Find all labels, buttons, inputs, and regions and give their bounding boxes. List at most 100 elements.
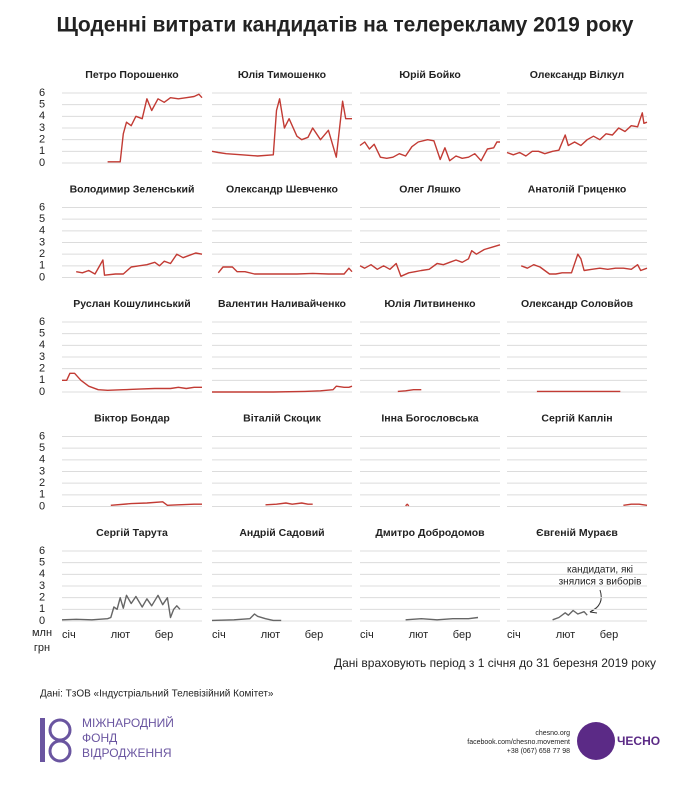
- x-tick-label: лют: [556, 629, 575, 641]
- x-tick-label: бер: [600, 629, 618, 641]
- y-tick-label: 5: [39, 328, 45, 340]
- chart-title: Щоденні витрати кандидатів на телереклам…: [57, 14, 634, 37]
- y-tick-label: 0: [39, 386, 45, 398]
- y-tick-label: 4: [39, 454, 45, 466]
- panel-title: Андрій Садовий: [239, 527, 324, 539]
- line: [520, 253, 648, 275]
- contact: chesno.org: [535, 730, 570, 737]
- panel-title: Олег Ляшко: [399, 183, 460, 195]
- x-tick-label: січ: [62, 629, 76, 641]
- panel-title: Юрій Бойко: [399, 69, 460, 81]
- y-tick-label: 2: [39, 134, 45, 146]
- line: [359, 139, 500, 162]
- y-tick-label: 4: [39, 568, 45, 580]
- line: [552, 609, 588, 621]
- panel-title: Володимир Зеленський: [70, 183, 195, 195]
- unit-label: млн: [32, 627, 52, 639]
- y-tick-label: 2: [39, 248, 45, 260]
- y-tick-label: 5: [39, 99, 45, 111]
- x-tick-label: січ: [212, 629, 226, 641]
- x-tick-label: лют: [111, 629, 130, 641]
- annotation: кандидати, які: [567, 565, 633, 576]
- line: [212, 385, 353, 393]
- panel-title: Петро Порошенко: [85, 69, 178, 81]
- y-tick-label: 3: [39, 580, 45, 592]
- contact: +38 (067) 658 77 98: [507, 748, 570, 755]
- panel-title: Сергій Каплін: [541, 412, 612, 424]
- x-tick-label: січ: [507, 629, 521, 641]
- y-tick-label: 3: [39, 465, 45, 477]
- y-tick-label: 5: [39, 213, 45, 225]
- fund-name: МІЖНАРОДНИЙ: [82, 715, 174, 730]
- contact: facebook.com/chesno.movement: [467, 739, 570, 746]
- x-tick-label: лют: [261, 629, 280, 641]
- y-tick-label: 6: [39, 201, 45, 213]
- line: [623, 503, 648, 506]
- panel-title: Інна Богословська: [381, 412, 478, 424]
- y-tick-label: 0: [39, 271, 45, 283]
- y-tick-label: 3: [39, 351, 45, 363]
- x-tick-label: бер: [155, 629, 173, 641]
- y-tick-label: 4: [39, 339, 45, 351]
- line: [62, 372, 202, 391]
- panel-title: Віталій Скоцик: [243, 412, 321, 424]
- x-tick-label: лют: [409, 629, 428, 641]
- line: [211, 613, 282, 622]
- y-tick-label: 4: [39, 110, 45, 122]
- line: [265, 502, 313, 506]
- y-tick-label: 6: [39, 87, 45, 99]
- panel-title: Юлія Тимошенко: [238, 69, 326, 81]
- line: [61, 594, 181, 621]
- panel-title: Юлія Литвиненко: [384, 298, 475, 310]
- y-tick-label: 1: [39, 489, 45, 501]
- y-tick-label: 1: [39, 145, 45, 157]
- panel-title: Євгеній Мураєв: [536, 527, 618, 539]
- panel-title: Олександр Соловйов: [521, 298, 634, 310]
- y-tick-label: 4: [39, 225, 45, 237]
- y-tick-label: 0: [39, 500, 45, 512]
- y-tick-label: 5: [39, 442, 45, 454]
- panel-title: Анатолій Гриценко: [528, 183, 626, 195]
- y-tick-label: 0: [39, 615, 45, 627]
- y-tick-label: 5: [39, 557, 45, 569]
- y-tick-label: 1: [39, 374, 45, 386]
- line: [217, 266, 353, 275]
- y-tick-label: 2: [39, 363, 45, 375]
- source: Дані: ТзОВ «Індустріальний Телевізійний …: [40, 689, 274, 700]
- line: [107, 93, 203, 163]
- panel-title: Олександр Шевченко: [226, 183, 338, 195]
- y-tick-label: 0: [39, 157, 45, 169]
- panel-title: Руслан Кошулинський: [73, 298, 190, 310]
- y-tick-label: 1: [39, 603, 45, 615]
- annotation: знялися з виборів: [559, 576, 642, 588]
- fund-name: ВІДРОДЖЕННЯ: [82, 746, 171, 760]
- y-tick-label: 3: [39, 122, 45, 134]
- x-tick-label: бер: [305, 629, 323, 641]
- brand-logo: [577, 722, 615, 760]
- line: [397, 389, 422, 393]
- period-note: Дані враховують період з 1 січня до 31 б…: [334, 656, 656, 670]
- line: [76, 252, 203, 276]
- y-tick-label: 2: [39, 477, 45, 489]
- fund-logo: [40, 718, 72, 763]
- line: [506, 112, 648, 157]
- panel-title: Олександр Вілкул: [530, 69, 624, 81]
- panel-title: Валентин Наливайченко: [218, 298, 346, 310]
- y-tick-label: 3: [39, 236, 45, 248]
- y-tick-label: 6: [39, 430, 45, 442]
- y-tick-label: 2: [39, 592, 45, 604]
- brand-name: ЧЕСНО: [617, 734, 660, 748]
- line: [405, 616, 479, 621]
- fund-name: ФОНД: [82, 731, 117, 745]
- y-tick-label: 6: [39, 316, 45, 328]
- line: [405, 503, 410, 507]
- line: [359, 244, 501, 277]
- panel-title: Віктор Бондар: [94, 412, 170, 424]
- y-tick-label: 6: [39, 545, 45, 557]
- unit-label: грн: [34, 642, 50, 654]
- panel-title: Дмитро Добродомов: [375, 527, 485, 539]
- line: [211, 98, 352, 158]
- annotation-arrow: [589, 607, 598, 614]
- x-tick-label: січ: [360, 629, 374, 641]
